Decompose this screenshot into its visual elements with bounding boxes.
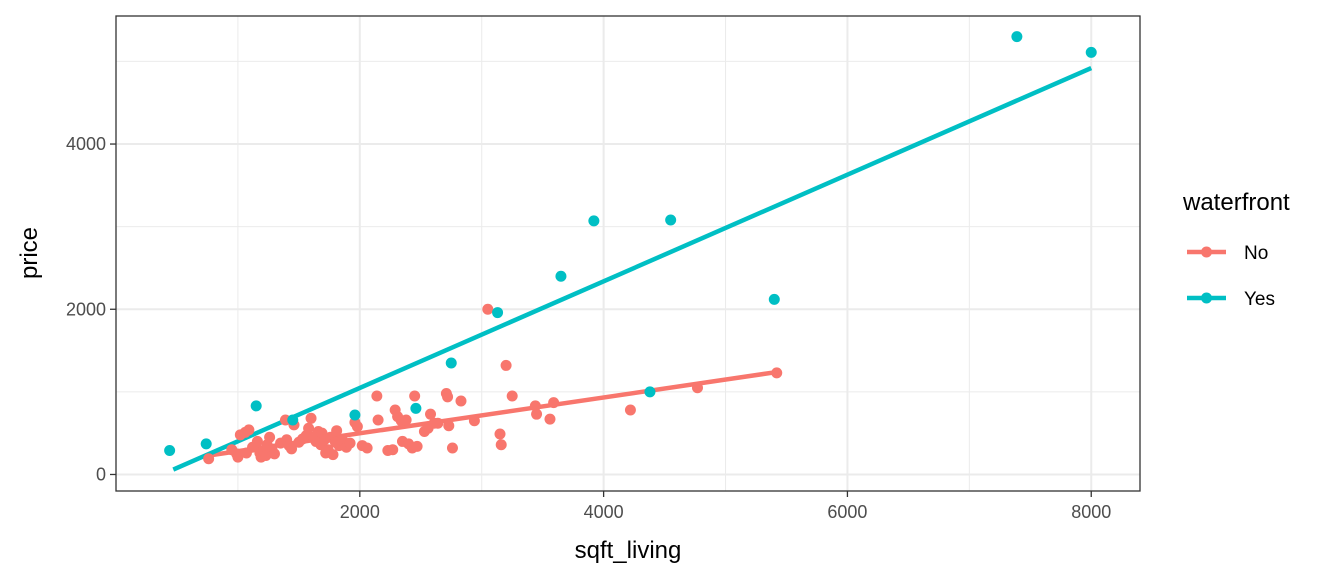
- data-point-yes: [349, 409, 361, 421]
- data-point-no: [691, 382, 703, 394]
- data-point-no: [232, 451, 244, 463]
- data-point-no: [400, 414, 412, 426]
- data-point-no: [361, 442, 373, 454]
- legend-key-point-yes: [1201, 292, 1212, 304]
- data-point-no: [432, 417, 444, 429]
- data-point-no: [443, 420, 455, 432]
- y-axis: 0 2000 4000: [66, 134, 116, 484]
- data-point-no: [624, 404, 636, 416]
- data-point-yes: [445, 357, 457, 369]
- data-point-no: [446, 442, 458, 454]
- y-axis-title: price: [16, 227, 43, 279]
- data-point-no: [771, 367, 783, 379]
- data-point-no: [531, 408, 543, 420]
- data-point-no: [387, 444, 399, 456]
- data-point-no: [243, 424, 255, 436]
- regression-line-yes: [172, 65, 1093, 472]
- data-point-no: [425, 408, 437, 420]
- data-point-no: [251, 435, 263, 447]
- legend-label-yes: Yes: [1244, 289, 1275, 310]
- x-tick-label: 2000: [340, 502, 380, 522]
- data-point-no: [529, 400, 541, 412]
- data-point-no: [409, 390, 421, 402]
- data-point-yes: [588, 215, 600, 227]
- data-point-no: [500, 359, 512, 371]
- y-tick-label: 4000: [66, 134, 106, 154]
- data-point-yes: [555, 270, 567, 282]
- data-point-no: [327, 449, 339, 461]
- x-axis-title: sqft_living: [575, 537, 682, 564]
- legend: waterfront No Yes: [1182, 189, 1290, 310]
- data-point-yes: [250, 400, 262, 412]
- data-point-yes: [1085, 46, 1097, 58]
- y-tick-label: 2000: [66, 299, 106, 319]
- data-point-yes: [200, 438, 212, 450]
- legend-key-point-no: [1201, 246, 1212, 258]
- data-point-no: [303, 422, 315, 434]
- data-point-no: [548, 397, 560, 409]
- data-point-no: [494, 428, 506, 440]
- data-point-yes: [164, 445, 176, 457]
- data-point-no: [331, 425, 343, 437]
- data-point-yes: [644, 386, 656, 398]
- data-point-no: [455, 395, 467, 407]
- plot-background: [116, 16, 1140, 491]
- data-point-no: [482, 303, 494, 315]
- data-point-no: [268, 448, 280, 460]
- data-point-no: [468, 415, 480, 427]
- data-point-no: [305, 412, 317, 424]
- legend-item-no: No: [1187, 243, 1268, 264]
- data-point-yes: [768, 293, 780, 305]
- data-point-no: [286, 443, 298, 455]
- data-point-no: [371, 390, 383, 402]
- data-point-no: [495, 439, 507, 451]
- x-tick-label: 6000: [827, 502, 867, 522]
- data-points: [164, 31, 1097, 465]
- y-tick-label: 0: [96, 464, 106, 484]
- data-point-no: [506, 390, 518, 402]
- plot-panel-border: [115, 15, 1141, 492]
- data-point-no: [411, 440, 423, 452]
- x-axis: 2000 4000 6000 8000: [340, 491, 1111, 522]
- data-point-no: [203, 453, 215, 465]
- data-point-no: [544, 413, 556, 425]
- legend-label-no: No: [1244, 243, 1268, 264]
- grid-major: [116, 16, 1140, 491]
- legend-title: waterfront: [1182, 189, 1290, 216]
- data-point-yes: [287, 414, 299, 426]
- data-point-no: [351, 421, 363, 433]
- data-point-yes: [410, 402, 422, 414]
- x-tick-label: 8000: [1071, 502, 1111, 522]
- x-tick-label: 4000: [584, 502, 624, 522]
- data-point-no: [344, 437, 356, 449]
- legend-item-yes: Yes: [1187, 289, 1275, 310]
- data-point-yes: [665, 214, 677, 226]
- data-point-no: [264, 431, 276, 443]
- data-point-yes: [492, 307, 504, 319]
- data-point-yes: [1011, 31, 1023, 43]
- data-point-no: [372, 414, 384, 426]
- data-point-no: [442, 391, 454, 403]
